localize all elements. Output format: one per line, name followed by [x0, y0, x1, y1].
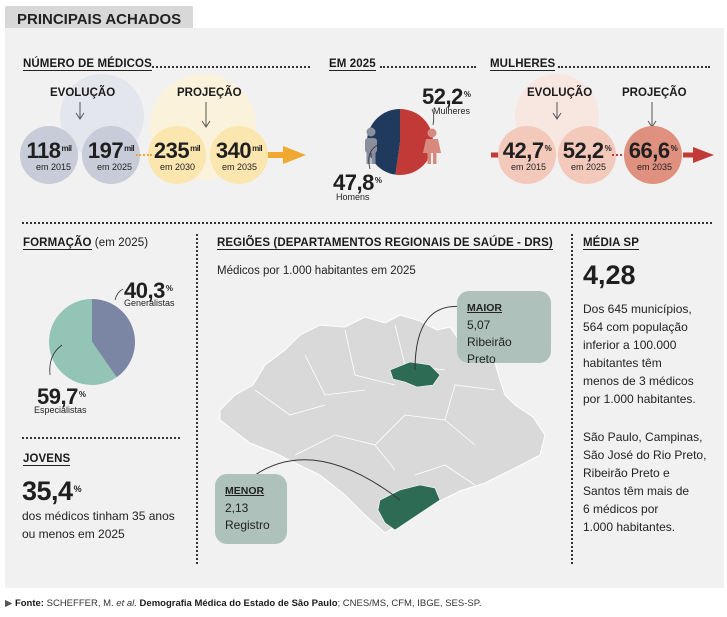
sp-state-map	[219, 305, 546, 534]
mulheres-year-2035: em 2035	[637, 162, 673, 172]
medicos-year-2035: em 2035	[222, 162, 258, 172]
media-value: 4,28	[583, 260, 636, 290]
media-title: MÉDIA SP	[583, 237, 639, 250]
mulheres-label: Mulheres	[433, 106, 471, 116]
column-divider-right	[571, 234, 573, 564]
section-divider	[22, 222, 712, 224]
mulheres-pct-value: 52,2%	[422, 84, 471, 109]
mulheres-value-2015: 42,7%	[502, 138, 552, 163]
formacao-pie	[48, 288, 135, 385]
jovens-value: 35,4%	[22, 476, 82, 506]
mulheres-circle-2015	[498, 126, 556, 184]
divider	[380, 66, 476, 68]
medicos-circle-2035	[210, 126, 268, 184]
column-divider-left	[196, 234, 198, 564]
maior-card: MAIOR 5,07 Ribeirão Preto	[457, 291, 551, 366]
jovens-title: JOVENS	[23, 453, 71, 466]
medicos-evolucao-label: EVOLUÇÃO	[50, 87, 116, 99]
menor-label: MENOR	[225, 485, 265, 497]
mulheres-circle-2025	[558, 126, 616, 184]
medicos-year-2025: em 2025	[97, 162, 133, 172]
mulheres-title: MULHERES	[490, 58, 556, 71]
homens-pct-value: 47,8%	[333, 170, 382, 195]
woman-icon	[423, 128, 441, 164]
generalistas-label: Generalistas	[124, 298, 175, 308]
menor-value: 2,13	[225, 501, 249, 515]
maior-value: 5,07	[467, 318, 491, 332]
region-ribeirao-preto	[389, 361, 441, 388]
pie-slice-mulheres	[395, 109, 433, 175]
menor-name: Registro	[225, 518, 270, 532]
medicos-value-2030: 235mil	[153, 138, 201, 163]
source-arrow-icon: ▶	[5, 598, 15, 609]
menor-card: MENOR 2,13 Registro	[215, 474, 287, 544]
medicos-value-2025: 197mil	[87, 138, 135, 163]
divider	[152, 66, 310, 68]
formacao-title: FORMAÇÃO (em 2025)	[23, 237, 149, 250]
medicos-projecao-label: PROJEÇÃO	[177, 87, 242, 99]
regioes-title: REGIÕES (DEPARTAMENTOS REGIONAIS DE SAÚD…	[217, 237, 553, 250]
medicos-circle-2025	[82, 126, 140, 184]
divider	[22, 437, 180, 439]
mulheres-circle-2035	[624, 126, 682, 184]
jovens-line-1: dos médicos tinham 35 anos	[22, 509, 175, 523]
mulheres-value-2035: 66,6%	[628, 138, 678, 163]
man-icon	[365, 127, 377, 164]
regioes-subtitle: Médicos por 1.000 habitantes em 2025	[217, 265, 416, 277]
mulheres-value-2025: 52,2%	[562, 138, 612, 163]
pie-slice-generalistas	[92, 299, 135, 378]
pie-slice-especialistas	[48, 299, 117, 385]
em2025-title: EM 2025	[329, 58, 376, 71]
especialistas-label: Especialistas	[34, 405, 87, 415]
gender-pie	[365, 108, 441, 175]
medicos-year-2015: em 2015	[36, 162, 72, 172]
mulheres-year-2025: em 2025	[571, 162, 607, 172]
medicos-circle-2015	[20, 126, 78, 184]
maior-label: MAIOR	[467, 302, 502, 314]
medicos-dotted-link	[136, 154, 152, 156]
mulheres-evolucao-label: EVOLUÇÃO	[527, 87, 593, 99]
medicos-year-2030: em 2030	[160, 162, 196, 172]
maior-name: Ribeirão Preto	[467, 335, 512, 366]
mulheres-dotted-link	[612, 154, 626, 156]
medicos-title: NÚMERO DE MÉDICOS	[23, 58, 152, 71]
medicos-circle-2030	[148, 126, 206, 184]
media-paragraph-1: Dos 645 municípios, 564 com população in…	[583, 302, 696, 406]
media-paragraph-2: São Paulo, Campinas, São José do Rio Pre…	[583, 430, 707, 534]
medicos-value-2015: 118mil	[26, 138, 72, 163]
mulheres-projecao-label: PROJEÇÃO	[622, 87, 687, 99]
source-note: ▶ Fonte: SCHEFFER, M. et al. Demografia …	[5, 598, 482, 609]
medicos-value-2035: 340mil	[215, 138, 263, 163]
especialistas-value: 59,7%	[37, 384, 86, 409]
generalistas-value: 40,3%	[124, 278, 173, 303]
jovens-line-2: ou menos em 2025	[22, 527, 125, 541]
homens-label: Homens	[336, 192, 370, 202]
region-registro	[377, 484, 441, 531]
divider	[558, 66, 710, 68]
mulheres-year-2015: em 2015	[511, 162, 547, 172]
